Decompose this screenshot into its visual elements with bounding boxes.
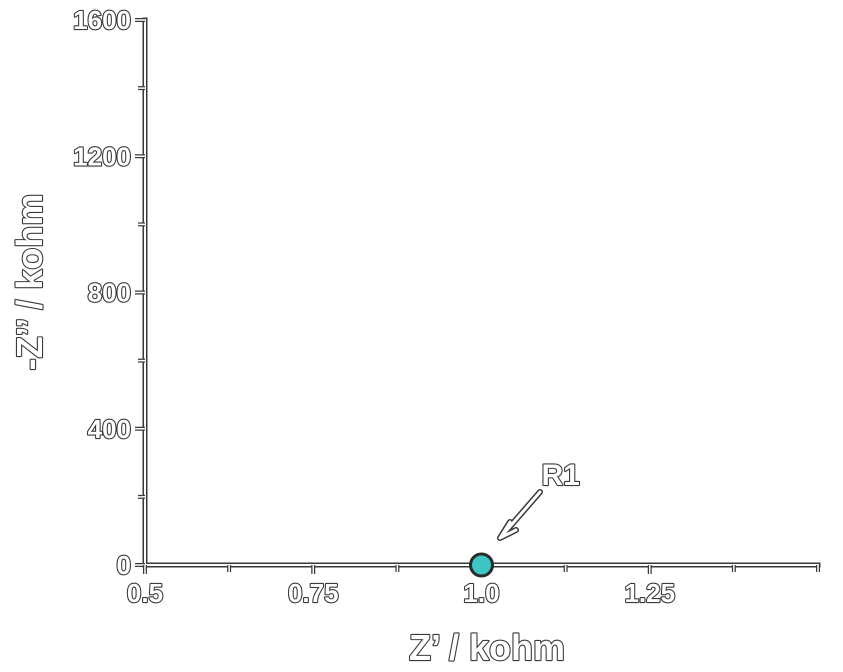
data-points (469, 552, 494, 578)
y-tick-label: 1200 (73, 141, 131, 171)
y-tick-label: 400 (88, 414, 131, 444)
x-axis-label: Z’ / kohm (409, 627, 565, 668)
y-tick-label: 0 (117, 550, 131, 580)
x-tick-label: 0.5 (127, 578, 163, 608)
y-tick-label: 800 (88, 278, 131, 308)
y-tick-label: 1600 (73, 5, 131, 35)
x-tick-label: 0.75 (288, 578, 339, 608)
x-tick-label: 1.0 (463, 578, 499, 608)
ticks (135, 18, 820, 574)
annotation-label: R1 (542, 459, 580, 492)
axes (142, 17, 821, 568)
x-tick-label: 1.25 (624, 578, 675, 608)
annotations: R1 (497, 458, 581, 541)
data-point (469, 552, 494, 578)
y-axis-label: -Z’’ / kohm (9, 194, 50, 371)
tick-labels: 0 400 800 1200 1600 0.5 0.75 1.0 1.25 (72, 4, 676, 609)
